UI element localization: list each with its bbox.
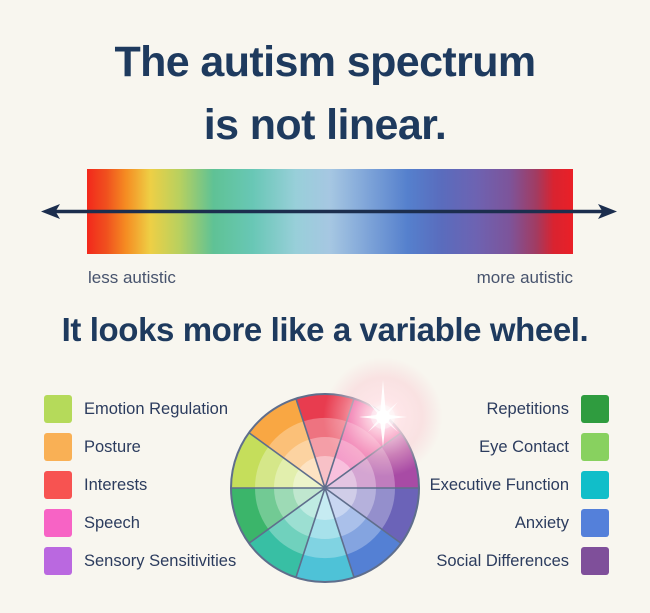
wheel-segment [315, 488, 335, 520]
posture-swatch [44, 433, 72, 461]
wheel-divider [248, 432, 326, 489]
page-title: The autism spectrum is not linear. [0, 31, 650, 157]
variable-wheel [230, 393, 420, 583]
more-autistic-label: more autistic [476, 268, 573, 287]
legend-item-anxiety: Anxiety [430, 509, 609, 537]
eye-contact-label: Eye Contact [479, 437, 569, 456]
wheel-divider [248, 487, 326, 544]
executive-function-label: Executive Function [429, 475, 569, 494]
legend-item-social-differences: Social Differences [430, 547, 609, 575]
wheel-segment [325, 488, 351, 519]
wheel-divider [324, 487, 402, 544]
title-line-1: The autism spectrum [114, 38, 536, 86]
legend-item-posture: Posture [44, 433, 236, 461]
legend-item-repetitions: Repetitions [430, 395, 609, 423]
sensory-sensitivities-label: Sensory Sensitivities [84, 551, 237, 570]
wheel-segment [299, 457, 325, 488]
emotion-regulation-swatch [44, 395, 72, 423]
title-line-2: is not linear. [203, 101, 447, 149]
sensory-sensitivities-swatch [44, 547, 72, 575]
speech-swatch [44, 509, 72, 537]
repetitions-label: Repetitions [486, 399, 569, 418]
wheel-segment [299, 488, 325, 519]
wheel-segment [325, 488, 357, 507]
wheel-divider [295, 398, 326, 489]
emotion-regulation-label: Emotion Regulation [84, 399, 229, 418]
double-arrow [41, 204, 617, 219]
legend-left: Emotion Regulation Posture Interests Speech… [44, 395, 236, 585]
interests-label: Interests [84, 475, 148, 494]
posture-label: Posture [84, 437, 141, 456]
social-differences-swatch [581, 547, 609, 575]
arrow-left-head [41, 204, 60, 219]
social-differences-label: Social Differences [436, 551, 569, 570]
wheel-divider [295, 487, 326, 578]
less-autistic-label: less autistic [88, 268, 176, 287]
eye-contact-swatch [581, 433, 609, 461]
legend-item-speech: Speech [44, 509, 236, 537]
anxiety-swatch [581, 509, 609, 537]
wheel-segment [293, 469, 325, 488]
speech-label: Speech [84, 513, 140, 532]
wheel-center [322, 485, 328, 491]
interests-swatch [44, 471, 72, 499]
anxiety-label: Anxiety [514, 513, 569, 532]
repetitions-swatch [581, 395, 609, 423]
legend-item-emotion-regulation: Emotion Regulation [44, 395, 236, 423]
legend-item-eye-contact: Eye Contact [430, 433, 609, 461]
legend-right: Repetitions Eye Contact Executive Function… [430, 395, 609, 585]
wheel-divider [324, 487, 355, 578]
executive-function-swatch [581, 471, 609, 499]
legend-item-sensory-sensitivities: Sensory Sensitivities [44, 547, 236, 575]
legend-item-executive-function: Executive Function [430, 471, 609, 499]
arrow-right-head [598, 204, 617, 219]
wheel-segment [293, 488, 325, 507]
subtitle: It looks more like a variable wheel. [61, 311, 589, 348]
legend-item-interests: Interests [44, 471, 236, 499]
